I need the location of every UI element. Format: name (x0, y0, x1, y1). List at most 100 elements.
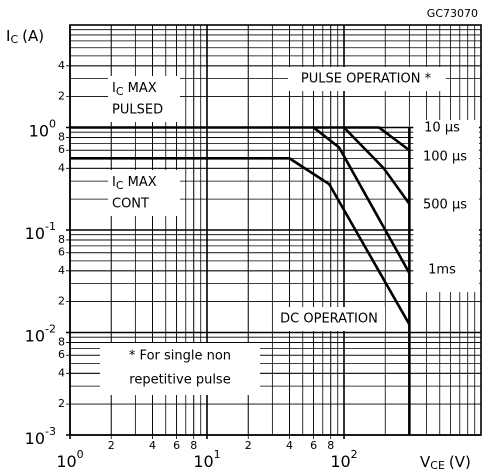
ic-symbol: I (112, 81, 116, 96)
y-tick-label-exp: 0 (49, 118, 56, 131)
y-tick-label: 4 (58, 366, 65, 379)
y-tick-label: 6 (58, 143, 65, 156)
ic-symbol: I (112, 175, 116, 190)
y-tick-label: 8 (58, 233, 65, 246)
y-axis-sub: C (10, 33, 18, 46)
y-tick-label-text: 4 (58, 59, 65, 72)
y-tick-label-text: 6 (58, 348, 65, 361)
x-tick-label-base: 10 (193, 452, 213, 471)
x-tick-label-text: 2 (108, 439, 115, 452)
label-box (273, 307, 385, 331)
y-tick-label-base: 10 (25, 429, 45, 448)
y-tick-label-base: 10 (25, 326, 45, 345)
x-tick-label-text: 6 (310, 439, 317, 452)
y-tick-label: 10-2 (25, 323, 56, 346)
y-tick-label: 6 (58, 246, 65, 259)
series-label: DC OPERATION (280, 312, 378, 327)
y-tick-label-text: 4 (58, 161, 65, 174)
series-label: 100 µs (423, 150, 467, 165)
y-tick-label-text: 2 (58, 90, 65, 103)
y-tick-label-text: 6 (58, 246, 65, 259)
y-tick-label: 8 (58, 335, 65, 348)
x-tick-label-exp: 1 (214, 448, 221, 461)
x-tick-label: 6 (310, 439, 317, 452)
x-tick-label: 2 (108, 439, 115, 452)
soa-curve (343, 126, 411, 205)
ic-max-label: IC MAX (112, 175, 157, 193)
series-label: 1ms (428, 263, 456, 278)
ic-max-line2: PULSED (112, 103, 163, 118)
y-tick-label-text: 8 (58, 130, 65, 143)
ic-sub: C (116, 85, 124, 98)
y-tick-label-text: 2 (58, 397, 65, 410)
x-tick-label: 2 (245, 439, 252, 452)
x-tick-label-text: 8 (190, 439, 197, 452)
x-tick-label-base: 10 (56, 452, 76, 471)
y-tick-label: 8 (58, 130, 65, 143)
y-axis-label: IC (A) (6, 27, 44, 47)
y-tick-label-text: 6 (58, 143, 65, 156)
x-tick-label-text: 4 (286, 439, 293, 452)
label-box (108, 170, 180, 216)
y-tick-label: 10-3 (25, 425, 56, 448)
x-axis-symbol: V (420, 453, 431, 471)
x-tick-label: 8 (327, 439, 334, 452)
x-tick-label-base: 10 (330, 452, 350, 471)
soa-curve (312, 126, 411, 274)
y-axis-symbol: I (6, 27, 10, 45)
annotation: repetitive pulse (129, 373, 230, 388)
y-tick-label: 6 (58, 348, 65, 361)
soa-curve (70, 157, 411, 326)
annotation: * For single non (129, 349, 231, 364)
y-tick-label: 2 (58, 397, 65, 410)
ic-text: MAX (124, 175, 157, 190)
y-tick-label-base: 10 (29, 121, 49, 140)
y-tick-label-text: 8 (58, 335, 65, 348)
soa-curve (70, 126, 411, 152)
x-tick-label: 6 (173, 439, 180, 452)
y-tick-label: 4 (58, 264, 65, 277)
x-axis-label: VCE (V) (420, 453, 471, 473)
figure-code: GC73070 (427, 7, 478, 20)
ic-sub: C (116, 179, 124, 192)
x-tick-label-exp: 0 (77, 448, 84, 461)
x-tick-label-text: 4 (149, 439, 156, 452)
y-tick-label: 2 (58, 295, 65, 308)
x-tick-label: 102 (330, 448, 357, 471)
x-tick-label: 101 (193, 448, 220, 471)
label-box (108, 76, 180, 122)
x-axis-unit: (V) (449, 453, 471, 471)
y-tick-label: 4 (58, 161, 65, 174)
x-tick-label-text: 6 (173, 439, 180, 452)
annotation: PULSE OPERATION * (301, 72, 432, 87)
y-tick-label-text: 8 (58, 233, 65, 246)
x-tick-label-text: 8 (327, 439, 334, 452)
y-tick-label-base: 10 (25, 224, 45, 243)
annotation: 500 µs (423, 198, 467, 213)
x-tick-label-exp: 2 (351, 448, 358, 461)
y-tick-label: 100 (29, 118, 56, 141)
y-axis-unit: (A) (22, 27, 44, 45)
y-tick-label: 2 (58, 90, 65, 103)
x-axis-sub: CE (430, 459, 445, 472)
y-tick-label-exp: -1 (45, 220, 56, 233)
y-tick-label-exp: -3 (45, 425, 56, 438)
y-tick-label: 10-1 (25, 220, 56, 243)
x-tick-label: 100 (56, 448, 83, 471)
ic-max-label: IC MAX (112, 81, 157, 99)
x-tick-label: 8 (190, 439, 197, 452)
x-tick-label-text: 2 (245, 439, 252, 452)
label-box (100, 343, 260, 395)
y-tick-label-exp: -2 (45, 323, 56, 336)
y-tick-label-text: 4 (58, 264, 65, 277)
label-box (413, 120, 479, 292)
x-tick-label: 4 (286, 439, 293, 452)
ic-max-line2: CONT (112, 197, 149, 212)
y-tick-label: 4 (58, 59, 65, 72)
series-label: 10 µs (424, 121, 460, 136)
x-tick-label: 4 (149, 439, 156, 452)
y-tick-label-text: 4 (58, 366, 65, 379)
label-box (288, 67, 446, 91)
ic-text: MAX (124, 81, 157, 96)
